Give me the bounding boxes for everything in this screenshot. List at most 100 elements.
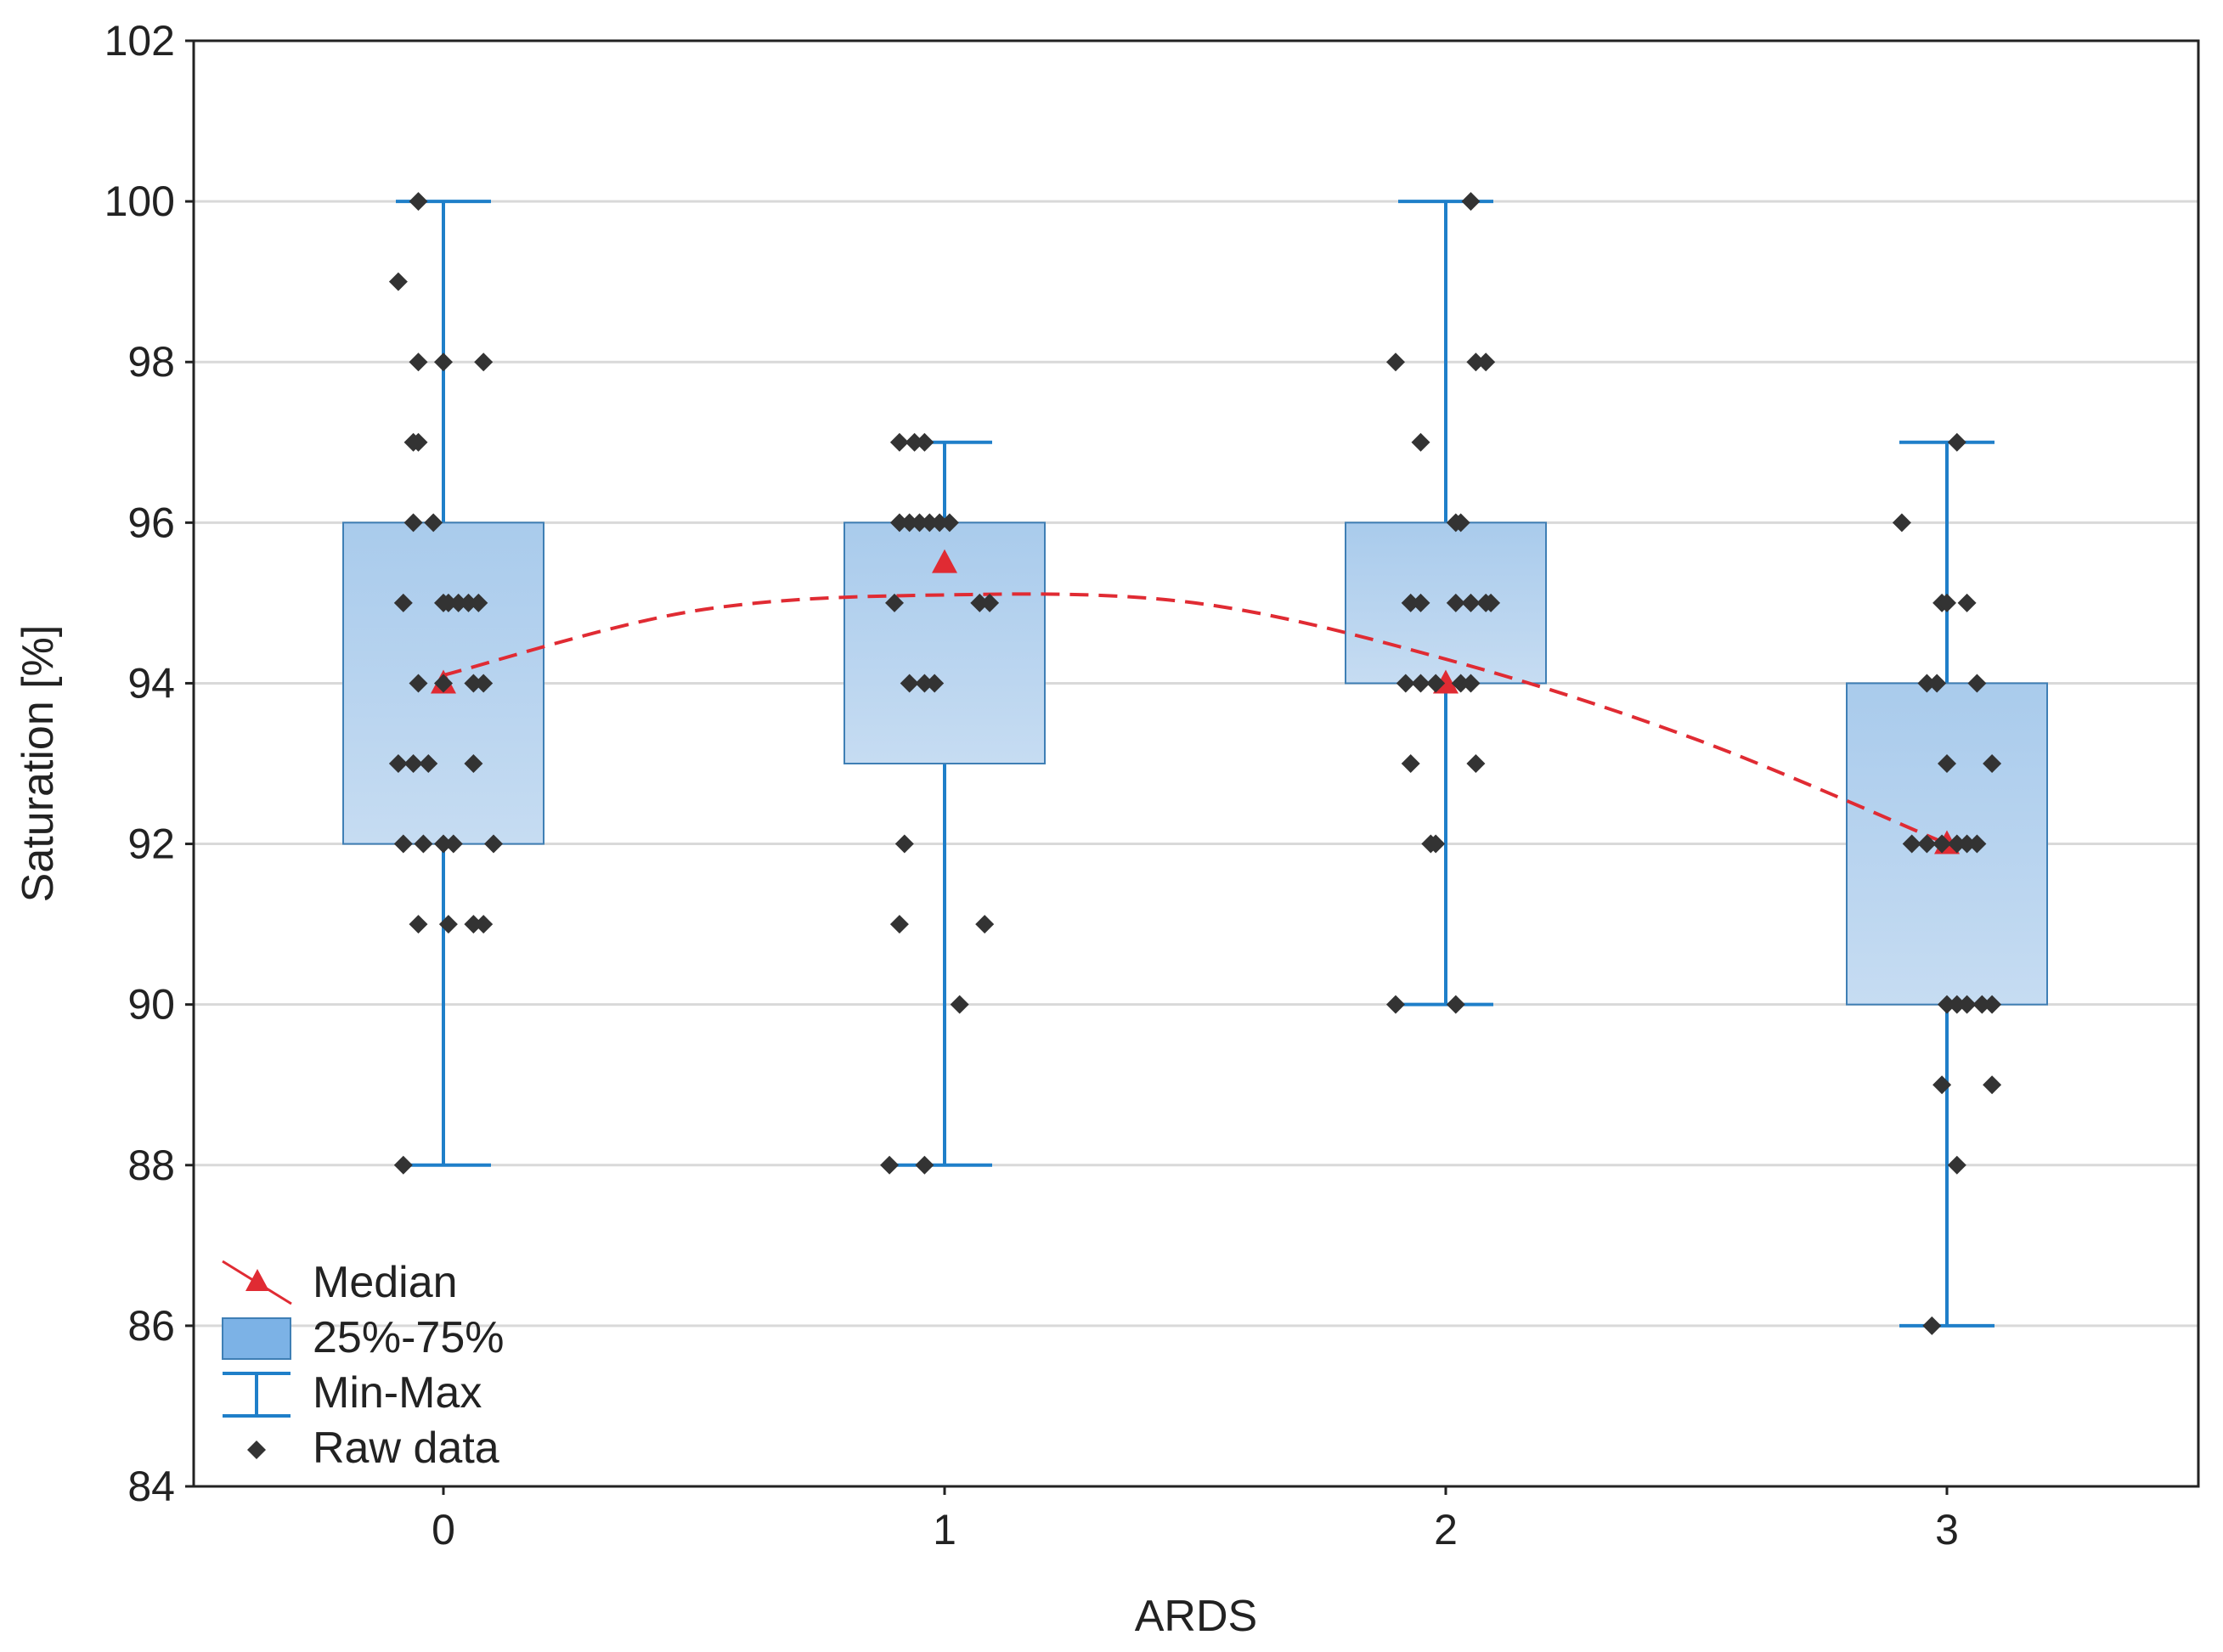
raw-point — [1927, 674, 1947, 693]
raw-point — [1411, 674, 1430, 693]
raw-point — [900, 513, 919, 533]
median-trend-line — [443, 592, 1948, 846]
raw-point — [1947, 995, 1966, 1014]
raw-point — [880, 1155, 900, 1175]
raw-point — [950, 995, 969, 1014]
raw-point — [464, 674, 483, 693]
raw-point — [434, 352, 453, 372]
plot-border — [192, 39, 2200, 1488]
raw-point — [885, 593, 904, 612]
y-tick-label: 94 — [127, 659, 175, 707]
raw-point — [1892, 513, 1911, 533]
raw-point — [393, 593, 413, 612]
raw-point — [409, 674, 428, 693]
raw-point — [889, 513, 909, 533]
legend-raw-label: Raw data — [313, 1424, 499, 1473]
x-tick-label: 2 — [1434, 1506, 1458, 1553]
raw-point — [1466, 352, 1486, 372]
y-tick-label: 96 — [127, 499, 175, 546]
raw-point — [1476, 352, 1496, 372]
raw-point — [939, 513, 959, 533]
raw-point — [1411, 432, 1430, 452]
legend-median-label: Median — [313, 1258, 458, 1307]
raw-point — [1446, 995, 1465, 1014]
raw-point — [910, 513, 929, 533]
raw-point — [930, 513, 950, 533]
raw-point — [414, 834, 433, 854]
raw-point — [464, 754, 483, 773]
raw-point — [1967, 834, 1987, 854]
raw-point — [1922, 1316, 1942, 1335]
raw-point — [474, 674, 494, 693]
y-tick-label: 100 — [104, 178, 175, 225]
raw-point — [1396, 674, 1415, 693]
legend-box-label: 25%-75% — [313, 1313, 504, 1362]
raw-point — [1932, 834, 1952, 854]
y-axis-title: Saturation [%] — [14, 625, 63, 903]
raw-point — [1386, 352, 1405, 372]
raw-point — [438, 915, 458, 934]
raw-point — [889, 915, 909, 934]
raw-point — [1957, 834, 1977, 854]
raw-point — [915, 432, 934, 452]
median-marker — [932, 549, 957, 573]
raw-point — [393, 834, 413, 854]
x-tick-label: 3 — [1935, 1506, 1959, 1553]
y-tick-label: 90 — [127, 981, 175, 1029]
raw-point — [905, 432, 924, 452]
raw-point — [900, 674, 919, 693]
raw-point — [459, 593, 478, 612]
raw-point — [915, 674, 934, 693]
tick-labels: 84 86 88 90 92 94 96 98 100 102 0 1 2 3 — [104, 17, 1959, 1553]
raw-point — [915, 1155, 934, 1175]
raw-point — [975, 915, 995, 934]
raw-point — [1967, 674, 1987, 693]
raw-point — [438, 593, 458, 612]
raw-point — [449, 593, 468, 612]
y-tick-label: 92 — [127, 820, 175, 868]
raw-point — [403, 754, 423, 773]
raw-point — [1932, 1075, 1952, 1095]
raw-point — [434, 834, 453, 854]
raw-point — [1446, 593, 1465, 612]
plot-frame — [192, 39, 2200, 1488]
raw-point — [1461, 192, 1481, 211]
raw-point — [388, 754, 408, 773]
raw-point — [409, 192, 428, 211]
iqr-box — [1345, 522, 1547, 685]
raw-point — [443, 834, 463, 854]
raw-point — [889, 432, 909, 452]
raw-point — [1386, 995, 1405, 1014]
legend-whisker-swatch — [223, 1372, 291, 1418]
raw-point — [474, 352, 494, 372]
legend-median-swatch — [222, 1260, 292, 1305]
raw-point — [409, 915, 428, 934]
raw-point — [1401, 754, 1420, 773]
boxes — [342, 200, 2048, 1328]
raw-point — [1401, 593, 1420, 612]
raw-point — [1983, 995, 2002, 1014]
x-tick-label: 1 — [933, 1506, 956, 1553]
raw-point — [1451, 674, 1470, 693]
raw-point — [970, 593, 990, 612]
raw-point — [1481, 593, 1501, 612]
raw-point — [409, 352, 428, 372]
raw-point — [1902, 834, 1921, 854]
raw-point — [469, 593, 488, 612]
x-tick-label: 0 — [432, 1506, 455, 1553]
y-tick-label: 98 — [127, 338, 175, 386]
raw-point — [1983, 1075, 2002, 1095]
raw-point — [409, 432, 428, 452]
raw-point — [1411, 593, 1430, 612]
raw-point — [464, 915, 483, 934]
y-tick-label: 84 — [127, 1463, 175, 1510]
raw-point — [1983, 754, 2002, 773]
raw-point — [1947, 834, 1966, 854]
raw-point — [388, 272, 408, 291]
raw-point — [1917, 834, 1937, 854]
raw-point — [1947, 432, 1966, 452]
raw-point — [1917, 674, 1937, 693]
raw-point — [1451, 513, 1470, 533]
median-trend — [431, 549, 1960, 854]
box-3 — [1846, 440, 2048, 1328]
